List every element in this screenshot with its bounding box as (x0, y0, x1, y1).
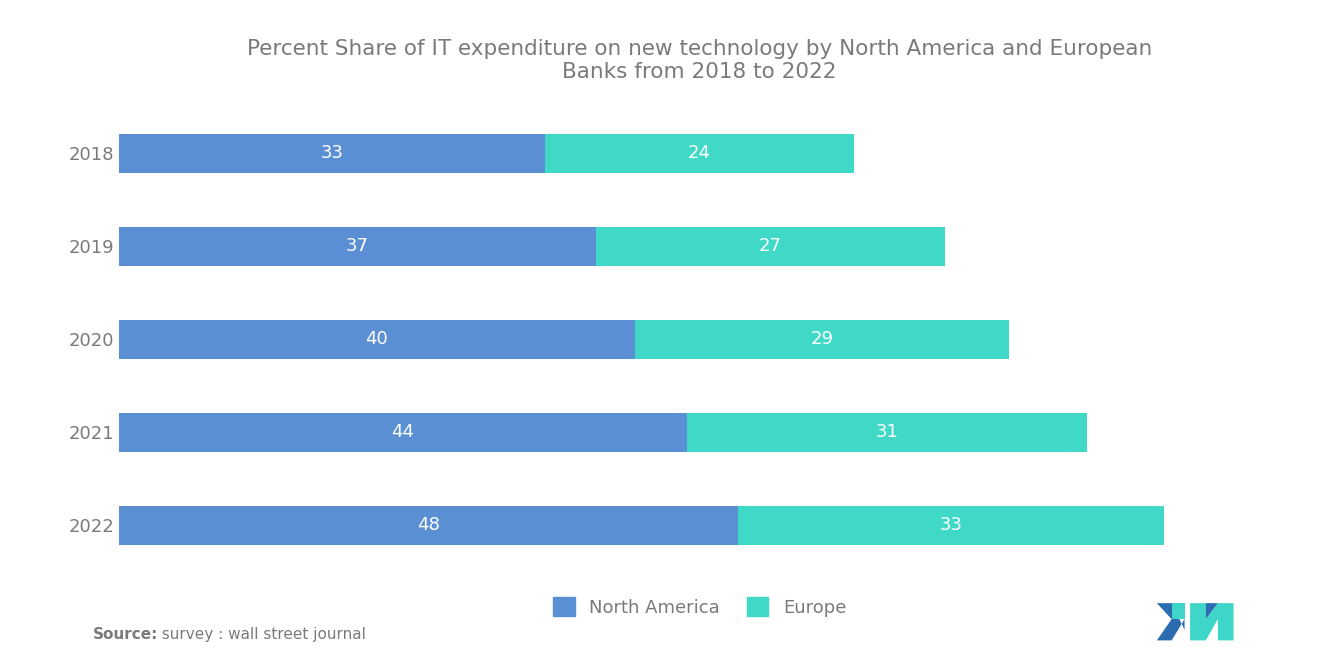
Bar (119, 320, 635, 358)
Legend: North America, Europe: North America, Europe (545, 591, 854, 624)
Text: 44: 44 (391, 423, 414, 441)
Bar (545, 134, 854, 173)
Text: 33: 33 (321, 144, 343, 162)
Polygon shape (1191, 603, 1233, 640)
Text: 37: 37 (346, 237, 370, 255)
Bar (738, 505, 1164, 545)
Text: 29: 29 (810, 330, 834, 348)
Bar (119, 505, 738, 545)
Text: 31: 31 (875, 423, 898, 441)
Bar (119, 134, 545, 173)
Text: 27: 27 (759, 237, 781, 255)
Text: 24: 24 (688, 144, 711, 162)
Text: 48: 48 (417, 516, 440, 534)
Text: 40: 40 (366, 330, 388, 348)
Polygon shape (1206, 603, 1218, 619)
Bar (597, 227, 945, 266)
Bar (686, 412, 1086, 452)
Bar (119, 412, 686, 452)
Bar (635, 320, 1010, 358)
Polygon shape (1156, 603, 1184, 640)
Title: Percent Share of IT expenditure on new technology by North America and European
: Percent Share of IT expenditure on new t… (247, 39, 1152, 82)
Text: 33: 33 (940, 516, 962, 534)
Bar (119, 227, 597, 266)
Text: Source:: Source: (92, 626, 158, 642)
Polygon shape (1172, 603, 1184, 619)
Text: survey : wall street journal: survey : wall street journal (152, 626, 366, 642)
